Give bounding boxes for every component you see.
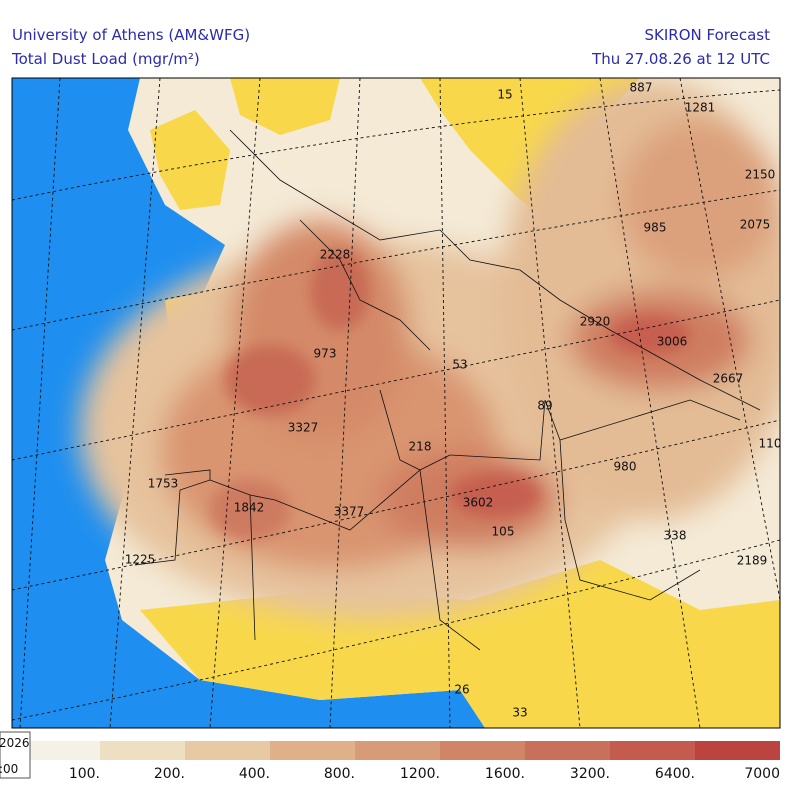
legend-label: 7000 [744, 766, 780, 782]
point-value: 3377 [334, 505, 365, 519]
atlantic [12, 78, 485, 728]
point-value: 2228 [320, 248, 351, 262]
point-value: 1753 [148, 477, 179, 491]
point-value: 973 [314, 347, 337, 361]
point-value: 2920 [580, 315, 611, 329]
point-value: 3327 [288, 421, 319, 435]
legend-swatch [270, 741, 355, 760]
point-value: 1281 [685, 101, 716, 115]
legend-label: 1200. [400, 766, 440, 782]
point-value: 1842 [234, 501, 265, 515]
legend-label: 400. [239, 766, 270, 782]
map-frame [11, 77, 781, 729]
point-value: 3602 [463, 496, 494, 510]
point-value: 338 [664, 529, 687, 543]
legend-swatch [525, 741, 610, 760]
legend-swatch [100, 741, 185, 760]
point-value: 105 [492, 525, 515, 539]
header-variable: Total Dust Load (mgr/m²) [11, 50, 200, 68]
legend-swatch [355, 741, 440, 760]
point-value: 887 [630, 81, 653, 95]
point-value: 53 [452, 358, 467, 372]
point-values: 15 887 1281 2150 985 2075 2228 2920 3006 973 53 266… [125, 81, 782, 720]
legend-swatch [15, 741, 100, 760]
legend-swatch [695, 741, 780, 760]
borders [134, 129, 761, 651]
legend-label: 1600. [485, 766, 525, 782]
point-value: 1225 [125, 553, 156, 567]
legend-label: 200. [154, 766, 185, 782]
point-value: 15 [497, 88, 512, 102]
point-value: 2667 [713, 372, 744, 386]
dust-core [210, 250, 690, 540]
point-value: 26 [454, 683, 469, 697]
british-isles [150, 110, 230, 210]
corner-label: 2026 [0, 736, 30, 750]
point-value: 2075 [740, 218, 771, 232]
legend-swatch [185, 741, 270, 760]
legend-label: 3200. [570, 766, 610, 782]
header-institution: University of Athens (AM&WFG) [12, 26, 250, 44]
legend: 100. 200. 400. 800. 1200. 1600. 3200. 6400. 7000 [15, 741, 780, 782]
legend-label: 6400. [655, 766, 695, 782]
point-value: 2189 [737, 554, 768, 568]
corner-label: :00 [0, 762, 18, 776]
point-value: 89 [537, 399, 552, 413]
legend-label: 100. [69, 766, 100, 782]
point-value: 218 [409, 440, 432, 454]
graticule [12, 78, 780, 728]
point-value: 3006 [657, 335, 688, 349]
point-value: 980 [614, 460, 637, 474]
legend-swatch [610, 741, 695, 760]
point-value: 110 [759, 437, 782, 451]
legend-swatch [440, 741, 525, 760]
corner-box [0, 731, 31, 779]
point-value: 985 [644, 221, 667, 235]
scandinavia [230, 78, 340, 135]
point-value: 33 [512, 706, 527, 720]
legend-label: 800. [324, 766, 355, 782]
map: 15 887 1281 2150 985 2075 2228 2920 3006 973 53 266… [12, 78, 782, 728]
header-model: SKIRON Forecast [645, 26, 771, 44]
point-value: 2150 [745, 168, 776, 182]
header-time: Thu 27.08.26 at 12 UTC [591, 50, 770, 68]
